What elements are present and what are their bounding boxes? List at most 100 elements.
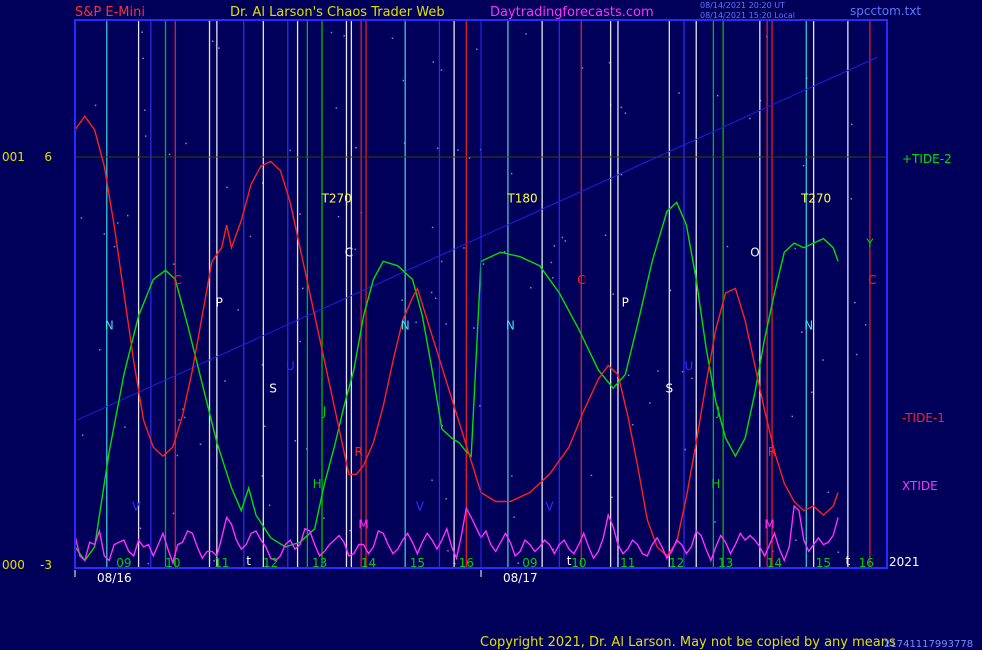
background-dot xyxy=(224,380,226,382)
event-label-n: N xyxy=(506,318,515,332)
date-label: 08/16 xyxy=(97,571,132,585)
background-dot xyxy=(430,291,433,294)
y-tick-code: 001 xyxy=(2,150,25,164)
background-dot xyxy=(669,289,672,292)
background-dot xyxy=(94,104,97,107)
year-label: 2021 xyxy=(889,555,920,569)
background-dot xyxy=(127,214,129,217)
background-dot xyxy=(620,173,623,176)
background-dot xyxy=(691,377,693,380)
background-dot xyxy=(99,349,101,351)
background-dot xyxy=(510,172,513,175)
event-label-t: t xyxy=(246,554,251,568)
site-url[interactable]: Daytradingforecasts.com xyxy=(490,5,654,20)
background-dot xyxy=(620,106,623,109)
background-dot xyxy=(657,370,659,372)
legend-tide-2: +TIDE-2 xyxy=(902,152,952,166)
event-label-r: R xyxy=(768,445,776,459)
background-dot xyxy=(714,521,716,523)
trend-line xyxy=(77,56,878,421)
date-label: 08/17 xyxy=(503,571,538,585)
background-dot xyxy=(441,424,443,427)
background-dot xyxy=(436,147,439,149)
background-dot xyxy=(199,443,202,445)
background-dot xyxy=(212,40,214,42)
background-dot xyxy=(827,491,830,493)
background-dot xyxy=(337,215,340,218)
event-label-s: S xyxy=(666,382,674,396)
background-dot xyxy=(218,47,220,49)
background-dot xyxy=(795,539,797,541)
hour-tick-label: 09 xyxy=(116,556,131,570)
background-dot xyxy=(511,475,513,477)
background-dot xyxy=(237,309,239,311)
background-dot xyxy=(176,454,179,457)
background-dot xyxy=(268,504,271,506)
background-dot xyxy=(649,402,651,404)
background-dot xyxy=(434,297,437,299)
timestamp-ut: 08/14/2021 20:20 UT xyxy=(700,1,785,10)
event-label-c: C xyxy=(345,246,353,260)
background-dot xyxy=(264,425,266,427)
background-dot xyxy=(612,293,614,295)
background-dot xyxy=(330,31,333,34)
background-dot xyxy=(299,213,301,215)
background-dot xyxy=(604,234,607,236)
hour-tick-label: 10 xyxy=(165,556,180,570)
background-dot xyxy=(552,277,554,279)
background-dot xyxy=(590,474,593,477)
background-dot xyxy=(173,263,175,265)
background-dot xyxy=(525,33,527,35)
background-dot xyxy=(103,233,106,235)
background-dot xyxy=(503,251,506,253)
background-dot xyxy=(681,370,684,373)
background-dot xyxy=(431,226,434,229)
event-label-y: Y xyxy=(865,237,874,251)
hour-tick-label: 16 xyxy=(459,556,474,570)
background-dot xyxy=(323,517,325,519)
background-dot xyxy=(802,164,805,167)
background-dot xyxy=(124,426,126,428)
background-dot xyxy=(141,31,143,33)
background-dot xyxy=(139,527,142,530)
series-line-tide-2 xyxy=(74,201,839,562)
background-dot xyxy=(183,416,186,419)
background-dot xyxy=(468,157,471,159)
event-label-u: U xyxy=(684,359,693,373)
background-dot xyxy=(440,69,443,71)
background-dot xyxy=(552,548,555,551)
y-tick-label: 6 xyxy=(44,150,52,164)
background-dot xyxy=(335,107,338,109)
background-dot xyxy=(479,405,481,407)
background-dot xyxy=(864,324,867,326)
background-dot xyxy=(513,516,515,518)
background-dot xyxy=(624,112,627,114)
event-label-o: O xyxy=(750,246,759,260)
background-dot xyxy=(415,321,417,324)
event-label-t180: T180 xyxy=(506,191,537,205)
background-dot xyxy=(851,123,853,126)
background-dot xyxy=(182,408,184,410)
event-label-n: N xyxy=(401,318,410,332)
background-dot xyxy=(144,135,147,137)
background-dot xyxy=(445,323,447,325)
hour-tick-label: 16 xyxy=(859,556,874,570)
background-dot xyxy=(794,247,796,250)
background-dot xyxy=(627,374,630,376)
hour-tick-label: 15 xyxy=(816,556,831,570)
event-label-v: V xyxy=(132,500,141,514)
hour-tick-label: 11 xyxy=(620,556,635,570)
hour-tick-label: 09 xyxy=(522,556,537,570)
background-dot xyxy=(837,551,840,553)
event-label-t270: T270 xyxy=(800,191,831,205)
background-dot xyxy=(401,299,403,301)
background-dot xyxy=(749,117,751,120)
y-tick-code: 000 xyxy=(2,558,25,572)
event-label-h: H xyxy=(313,477,322,491)
event-label-t270: T270 xyxy=(321,191,352,205)
event-label-r: R xyxy=(355,445,363,459)
timestamp-local: 08/14/2021 15:20 Local xyxy=(700,11,795,20)
background-dot xyxy=(608,62,611,64)
background-dot xyxy=(581,67,584,69)
event-label-m: M xyxy=(764,518,774,532)
